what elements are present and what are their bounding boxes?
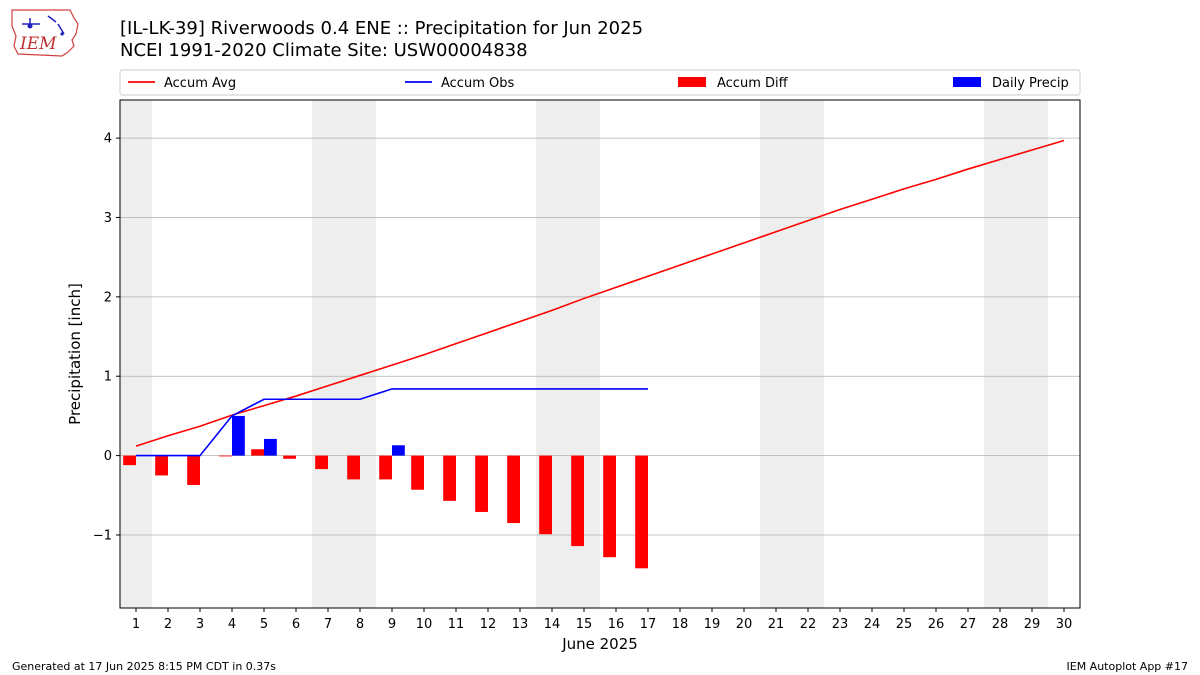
y-tick-label: 4 [104,132,112,147]
daily-precip-bar-4 [232,415,245,456]
legend-label-daily-precip: Daily Precip [992,76,1069,91]
accum-diff-bar-14 [539,455,552,535]
x-tick-label: 3 [196,617,204,632]
accum-obs-line [136,388,648,457]
accum-diff-bar-15 [571,455,584,547]
accum-diff-bar-1 [123,455,136,466]
x-tick-label: 20 [736,617,753,632]
x-tick-label: 11 [448,617,465,632]
x-axis: 1 2 3 4 5 6 7 8 9 10 11 12 13 14 15 16 17 18 19 20 21 22 23 24 2… [132,608,1072,632]
x-tick-label: 14 [544,617,561,632]
accum-diff-bar-9 [379,455,392,480]
daily-precip-bar-5 [264,438,277,456]
weekend-band-1 [312,100,376,608]
app-credit: IEM Autoplot App #17 [1066,660,1189,673]
accum-diff-bar-4 [219,455,232,457]
accum-diff-bar-8 [347,455,360,480]
legend-label-accum-avg: Accum Avg [164,76,236,91]
accum-diff-bar-13 [507,455,520,524]
x-tick-label: 22 [800,617,817,632]
y-tick-label: −1 [93,528,112,543]
x-tick-label: 8 [356,617,364,632]
x-tick-label: 17 [640,617,657,632]
x-tick-label: 24 [864,617,881,632]
daily-precip-bar-9 [392,445,405,456]
y-tick-label: 2 [104,290,112,305]
x-tick-label: 19 [704,617,721,632]
logo-text: IEM [19,34,57,54]
y-axis-label: Precipitation [inch] [66,283,84,425]
x-tick-label: 13 [512,617,529,632]
y-tick-label: 0 [104,449,112,464]
x-tick-label: 28 [992,617,1009,632]
accum-avg-line [135,139,1065,447]
x-tick-label: 7 [324,617,332,632]
x-tick-label: 12 [480,617,497,632]
y-axis: −1 0 1 2 3 4 [93,132,120,543]
chart-title: [IL-LK-39] Riverwoods 0.4 ENE :: Precipi… [120,18,644,39]
x-tick-label: 10 [416,617,433,632]
x-tick-label: 1 [132,617,140,632]
accum-diff-bar-6 [283,455,296,459]
legend-label-accum-diff: Accum Diff [717,76,789,91]
chart-subtitle: NCEI 1991-2020 Climate Site: USW00004838 [120,40,528,61]
grid-lines [120,137,1080,536]
generated-timestamp: Generated at 17 Jun 2025 8:15 PM CDT in … [12,660,277,673]
x-tick-label: 2 [164,617,172,632]
x-tick-label: 25 [896,617,913,632]
x-axis-label: June 2025 [561,635,638,653]
x-tick-label: 16 [608,617,625,632]
accum-diff-bar-7 [315,455,328,470]
x-tick-label: 5 [260,617,268,632]
legend-swatch-accum-diff [678,77,706,87]
accum-diff-bar-5 [251,449,264,456]
accum-diff-bar-11 [443,455,456,501]
plot-frame [119,99,1081,609]
accum-diff-bar-3 [187,455,200,485]
weekend-band-3 [760,100,824,608]
weekend-band-0 [120,100,152,608]
legend-label-accum-obs: Accum Obs [441,76,514,91]
weekend-band-4 [984,100,1048,608]
y-tick-label: 3 [104,211,112,226]
y-tick-label: 1 [104,370,112,385]
x-tick-label: 21 [768,617,785,632]
legend: Accum Avg Accum Obs Accum Diff Daily Precip [119,69,1081,96]
accum-diff-bar-10 [411,455,424,490]
bars [123,415,648,569]
iem-iowa-logo-icon: IEM [8,6,82,62]
accum-diff-bar-2 [155,455,168,476]
x-tick-label: 9 [388,617,396,632]
x-tick-label: 15 [576,617,593,632]
accum-diff-bar-16 [603,455,616,558]
x-tick-label: 23 [832,617,849,632]
x-tick-label: 30 [1056,617,1073,632]
x-tick-label: 6 [292,617,300,632]
x-tick-label: 26 [928,617,945,632]
accum-diff-bar-12 [475,455,488,512]
legend-frame [119,69,1081,96]
x-tick-label: 27 [960,617,977,632]
legend-swatch-daily-precip [953,77,981,87]
x-tick-label: 18 [672,617,689,632]
x-tick-label: 29 [1024,617,1041,632]
x-tick-label: 4 [228,617,236,632]
weekend-bands [120,100,1048,608]
series-lines [135,139,1065,457]
accum-diff-bar-17 [635,455,648,569]
